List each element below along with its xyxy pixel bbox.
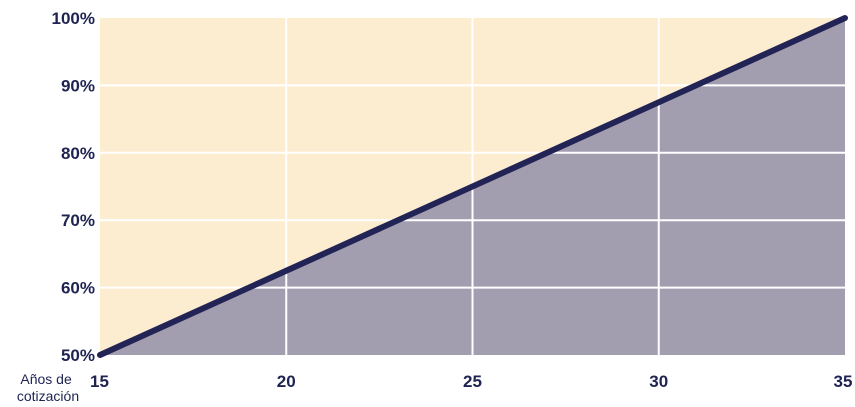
y-tick-label: 80% (61, 144, 95, 163)
x-tick-label: 20 (277, 372, 296, 391)
x-axis-title: Años de cotización (17, 371, 79, 404)
x-tick-label: 25 (463, 372, 482, 391)
x-axis-title-line-2: cotización (17, 388, 79, 404)
y-tick-label: 100% (52, 9, 95, 28)
x-axis-ticks: 15 20 25 30 35 (90, 372, 852, 391)
series-line (97, 15, 848, 358)
grid-lines (100, 18, 845, 355)
y-tick-label: 90% (61, 76, 95, 95)
x-tick-label: 35 (834, 372, 853, 391)
x-tick-label: 30 (649, 372, 668, 391)
y-tick-label: 60% (61, 279, 95, 298)
x-axis-title-line-1: Años de (20, 371, 72, 387)
x-tick-label: 15 (90, 372, 109, 391)
y-tick-label: 70% (61, 211, 95, 230)
y-axis-ticks: 50% 60% 70% 80% 90% 100% (52, 9, 95, 365)
y-tick-label: 50% (61, 346, 95, 365)
